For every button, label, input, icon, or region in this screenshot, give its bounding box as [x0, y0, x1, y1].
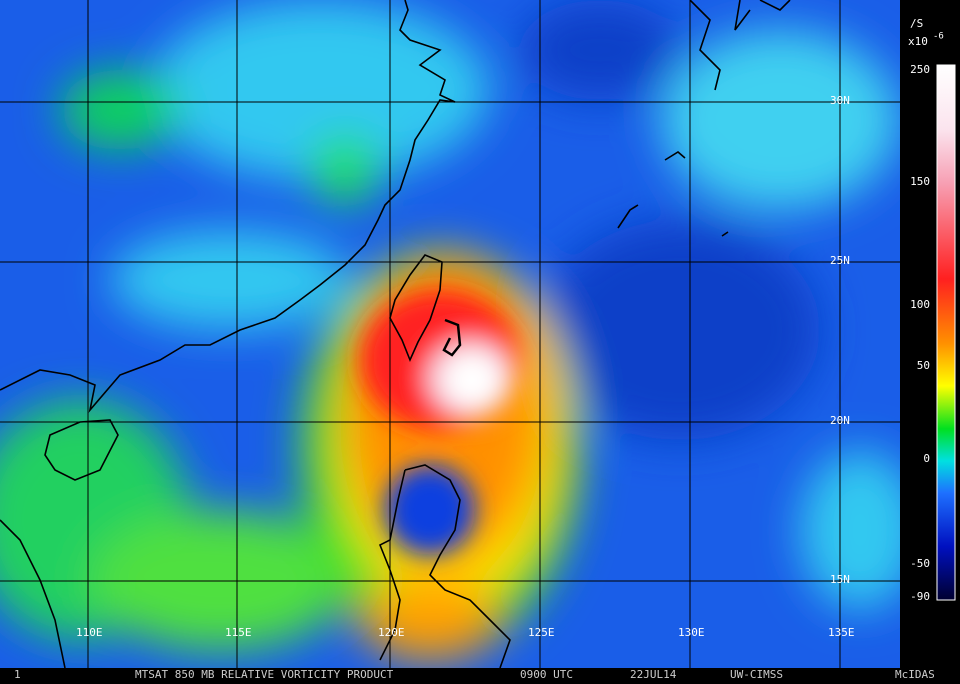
color-scale	[936, 64, 956, 601]
legend-tick-label: 50	[917, 359, 930, 372]
legend-tick-label: 250	[910, 63, 930, 76]
vietnam-coast	[0, 519, 66, 669]
hainan	[44, 419, 119, 481]
longitude-label: 120E	[378, 626, 405, 639]
legend-tick-label: 0	[923, 452, 930, 465]
longitude-label: 110E	[76, 626, 103, 639]
footer-bar	[0, 668, 960, 680]
time: 0900 UTC	[520, 668, 573, 680]
exponent-label: -6	[933, 32, 944, 42]
frame-number: 1	[14, 668, 21, 680]
japan	[689, 0, 791, 91]
software: McIDAS	[895, 668, 935, 680]
longitude-label: 135E	[828, 626, 855, 639]
latitude-label: 30N	[830, 94, 850, 107]
legend-tick-label: 100	[910, 298, 930, 311]
legend-tick-label: 150	[910, 175, 930, 188]
longitude-label: 125E	[528, 626, 555, 639]
china-coast	[0, 0, 456, 413]
luzon	[378, 464, 511, 669]
coastlines	[0, 0, 791, 669]
longitude-label: 130E	[678, 626, 705, 639]
latitude-label: 20N	[830, 414, 850, 427]
date: 22JUL14	[630, 668, 677, 680]
lat-lon-grid	[0, 0, 900, 668]
latitude-label: 15N	[830, 573, 850, 586]
product-name: MTSAT 850 MB RELATIVE VORTICITY PRODUCT	[135, 668, 394, 680]
source: UW-CIMSS	[730, 668, 783, 680]
storm-symbol	[442, 318, 462, 357]
grid-labels: 30N 25N 20N 15N 110E 115E 120E 125E 130E 135E	[76, 94, 855, 639]
unit-label: /S	[910, 17, 923, 30]
vorticity-field	[0, 0, 920, 668]
islands	[617, 151, 729, 237]
legend-ticks: 250 150 100 50 0 -50 -90	[910, 63, 930, 603]
taiwan	[389, 254, 443, 363]
legend-tick-label: -90	[910, 590, 930, 603]
latitude-label: 25N	[830, 254, 850, 267]
legend-tick-label: -50	[910, 557, 930, 570]
multiplier-label: x10	[908, 35, 928, 48]
longitude-label: 115E	[225, 626, 252, 639]
